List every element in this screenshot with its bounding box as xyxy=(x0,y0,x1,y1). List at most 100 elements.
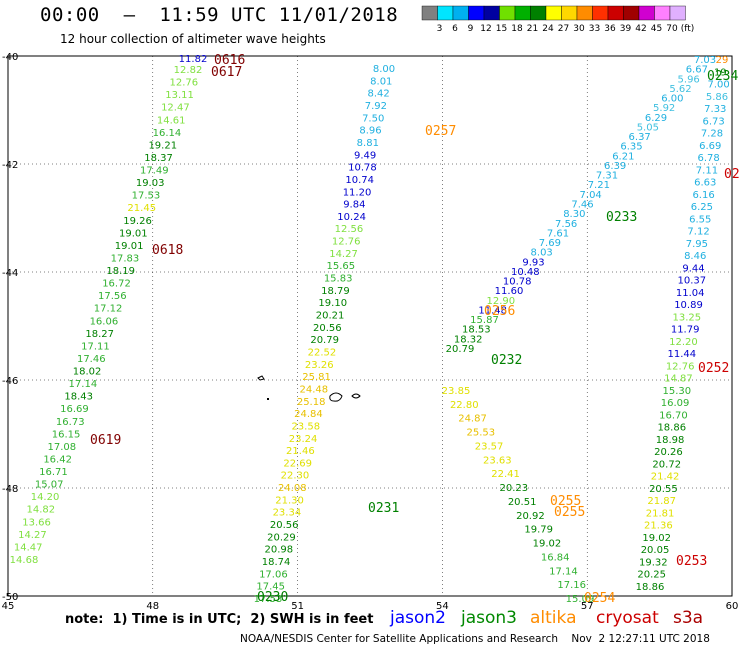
scale-label: 36 xyxy=(604,24,616,34)
wave-value: 17.14 xyxy=(69,379,98,390)
wave-value: 16.73 xyxy=(56,417,85,428)
pass-time-label: 0253 xyxy=(676,554,707,569)
wave-value: 20.26 xyxy=(654,447,683,458)
wave-value: 20.98 xyxy=(264,545,293,556)
wave-value: 17.56 xyxy=(98,291,127,302)
lat-tick: -44 xyxy=(2,268,18,279)
wave-value: 20.92 xyxy=(516,511,545,522)
lat-tick: -48 xyxy=(2,484,18,495)
wave-value: 6.39 xyxy=(604,161,626,172)
wave-value: 6.35 xyxy=(620,142,642,153)
wave-value: 7.46 xyxy=(571,200,593,211)
wave-value: 15.87 xyxy=(470,315,499,326)
wave-value: 21.46 xyxy=(286,446,315,457)
wave-value: 5.96 xyxy=(678,74,700,85)
legend-item-s3a: s3a xyxy=(673,608,704,628)
wave-value: 6.73 xyxy=(702,116,724,127)
wave-value: 8.96 xyxy=(359,126,381,137)
wave-value: 7.33 xyxy=(704,104,726,115)
wave-value: 10.74 xyxy=(345,175,374,186)
wave-value: 18.37 xyxy=(144,153,173,164)
pass-time-label: 0233 xyxy=(606,210,637,225)
wave-value: 5.86 xyxy=(706,92,728,103)
lon-tick: 60 xyxy=(726,601,739,610)
wave-value: 14.27 xyxy=(18,530,47,541)
wave-value: 19 xyxy=(714,67,727,78)
lon-tick: 45 xyxy=(2,601,15,610)
scale-label: 27 xyxy=(558,24,569,34)
wave-value: 17.12 xyxy=(94,304,123,315)
wave-value: 21.45 xyxy=(127,203,156,214)
pass-time-label: 0619 xyxy=(90,433,121,448)
wave-value: 12.47 xyxy=(161,103,190,114)
wave-value: 12.76 xyxy=(169,78,198,89)
wave-value: 6.69 xyxy=(699,141,721,152)
wave-value: 16.14 xyxy=(153,128,182,139)
wave-map: 45 48 51 54 57 60 -40 -42 -44 -46 -48 -50 11.8212.82… xyxy=(2,52,740,610)
legend-item-altika: altika xyxy=(530,608,577,628)
scale-label: 3 xyxy=(437,24,443,34)
wave-value: 19.03 xyxy=(136,178,165,189)
scale-label: 70 xyxy=(666,24,678,34)
wave-value: 21.36 xyxy=(644,521,673,532)
wave-value: 14.87 xyxy=(664,374,693,385)
lat-tick: -40 xyxy=(2,52,18,63)
wave-value: 7.04 xyxy=(580,190,602,201)
wave-value: 14.27 xyxy=(329,249,358,260)
scale-label: 39 xyxy=(620,24,632,34)
scale-label: 45 xyxy=(651,24,662,34)
wave-value: 24.08 xyxy=(278,483,307,494)
scale-label: 6 xyxy=(452,24,458,34)
wave-value: 20.51 xyxy=(508,497,537,508)
wave-value: 8.81 xyxy=(357,138,379,149)
wave-value: 8.00 xyxy=(373,64,395,75)
wave-value: 13.11 xyxy=(165,90,194,101)
wave-value: 18.02 xyxy=(73,367,102,378)
wave-value: 18.79 xyxy=(321,286,350,297)
page-subtitle: 12 hour collection of altimeter wave hei… xyxy=(60,32,326,46)
wave-value: 22.30 xyxy=(281,471,310,482)
wave-value: 13.25 xyxy=(673,312,702,323)
wave-value: 18.86 xyxy=(636,582,665,593)
wave-value: 12.82 xyxy=(174,65,203,76)
wave-value: 6.21 xyxy=(612,151,634,162)
scale-label: 42 xyxy=(635,24,646,34)
wave-value: 8.03 xyxy=(531,248,553,259)
wave-value: 16.69 xyxy=(60,404,89,415)
wave-value: 20.23 xyxy=(500,483,529,494)
wave-value: 14.68 xyxy=(10,555,39,566)
wave-value: 20.55 xyxy=(649,484,678,495)
wave-value: 8.42 xyxy=(367,89,389,100)
wave-value: 18.74 xyxy=(262,557,291,568)
wave-value: 10.89 xyxy=(674,300,703,311)
wave-value: 20.29 xyxy=(267,532,296,543)
wave-value: 7.69 xyxy=(539,238,561,249)
wave-value: 23.24 xyxy=(289,434,318,445)
wave-value: 16.15 xyxy=(52,429,81,440)
wave-value: 5.05 xyxy=(637,122,659,133)
wave-value: 20.72 xyxy=(652,459,681,470)
pass-time-label: 0255 xyxy=(550,494,581,509)
wave-value: 11.04 xyxy=(676,288,705,299)
wave-value: 17.53 xyxy=(132,191,161,202)
wave-value: 7.00 xyxy=(708,80,730,91)
page-title: 00:00 – 11:59 UTC 11/01/2018 xyxy=(40,4,399,26)
wave-value: 20.25 xyxy=(637,570,666,581)
wave-value: 16.70 xyxy=(659,410,688,421)
wave-value: 15.65 xyxy=(327,261,356,272)
pass-time-label: 0618 xyxy=(152,243,183,258)
lon-tick: 48 xyxy=(146,601,159,610)
wave-value: 11.79 xyxy=(671,325,700,336)
wave-value: 21.42 xyxy=(651,472,680,483)
wave-value: 19.21 xyxy=(148,140,177,151)
legend-item-jason3: jason3 xyxy=(461,608,517,628)
wave-value: 18.43 xyxy=(64,392,93,403)
scale-label: 24 xyxy=(542,24,554,34)
wave-value: 24.48 xyxy=(300,384,329,395)
wave-value: 20.79 xyxy=(446,344,475,355)
wave-value: 22.80 xyxy=(450,400,479,411)
wave-value: 10.78 xyxy=(503,277,532,288)
wave-value: 16.72 xyxy=(102,279,131,290)
wave-value: 18.86 xyxy=(657,423,686,434)
wave-value: 22.52 xyxy=(308,347,337,358)
